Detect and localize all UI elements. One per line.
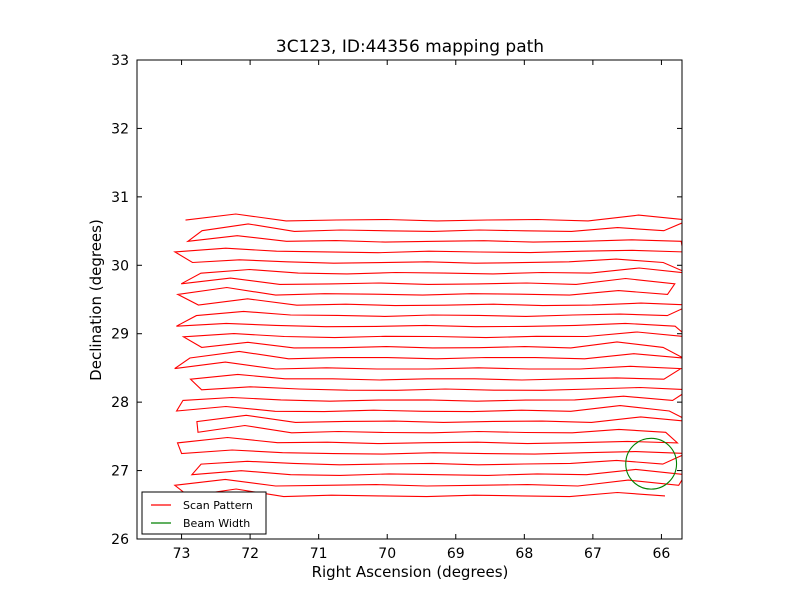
legend-label-beam-width: Beam Width bbox=[183, 517, 250, 530]
x-tick-label: 70 bbox=[378, 546, 396, 562]
y-tick-label: 31 bbox=[111, 190, 129, 206]
y-tick-label: 30 bbox=[111, 258, 129, 274]
x-tick-label: 67 bbox=[584, 546, 602, 562]
x-tick-label: 72 bbox=[241, 546, 259, 562]
x-tick-label: 68 bbox=[515, 546, 533, 562]
legend: Scan Pattern Beam Width bbox=[141, 491, 267, 535]
x-tick-label: 69 bbox=[447, 546, 465, 562]
y-tick-label: 27 bbox=[111, 464, 129, 480]
y-tick-label: 29 bbox=[111, 327, 129, 343]
y-tick-label: 32 bbox=[111, 121, 129, 137]
legend-label-scan-pattern: Scan Pattern bbox=[183, 499, 253, 512]
y-tick-label: 26 bbox=[111, 532, 129, 548]
chart-title: 3C123, ID:44356 mapping path bbox=[276, 37, 544, 57]
y-axis-ticks: 26 27 28 29 30 31 32 33 bbox=[111, 53, 682, 548]
x-tick-label: 71 bbox=[310, 546, 328, 562]
y-tick-label: 33 bbox=[111, 53, 129, 69]
x-tick-label: 73 bbox=[173, 546, 191, 562]
beam-width-circle bbox=[625, 437, 678, 490]
x-axis-ticks: 73 72 71 70 69 68 67 66 bbox=[173, 60, 671, 562]
y-tick-label: 28 bbox=[111, 395, 129, 411]
scan-pattern-path bbox=[173, 213, 682, 498]
plot-frame bbox=[136, 59, 683, 540]
plot-content bbox=[173, 213, 682, 498]
x-axis-title: Right Ascension (degrees) bbox=[312, 563, 509, 581]
x-tick-label: 66 bbox=[653, 546, 671, 562]
legend-box bbox=[141, 491, 267, 535]
y-axis-title: Declination (degrees) bbox=[87, 219, 105, 381]
